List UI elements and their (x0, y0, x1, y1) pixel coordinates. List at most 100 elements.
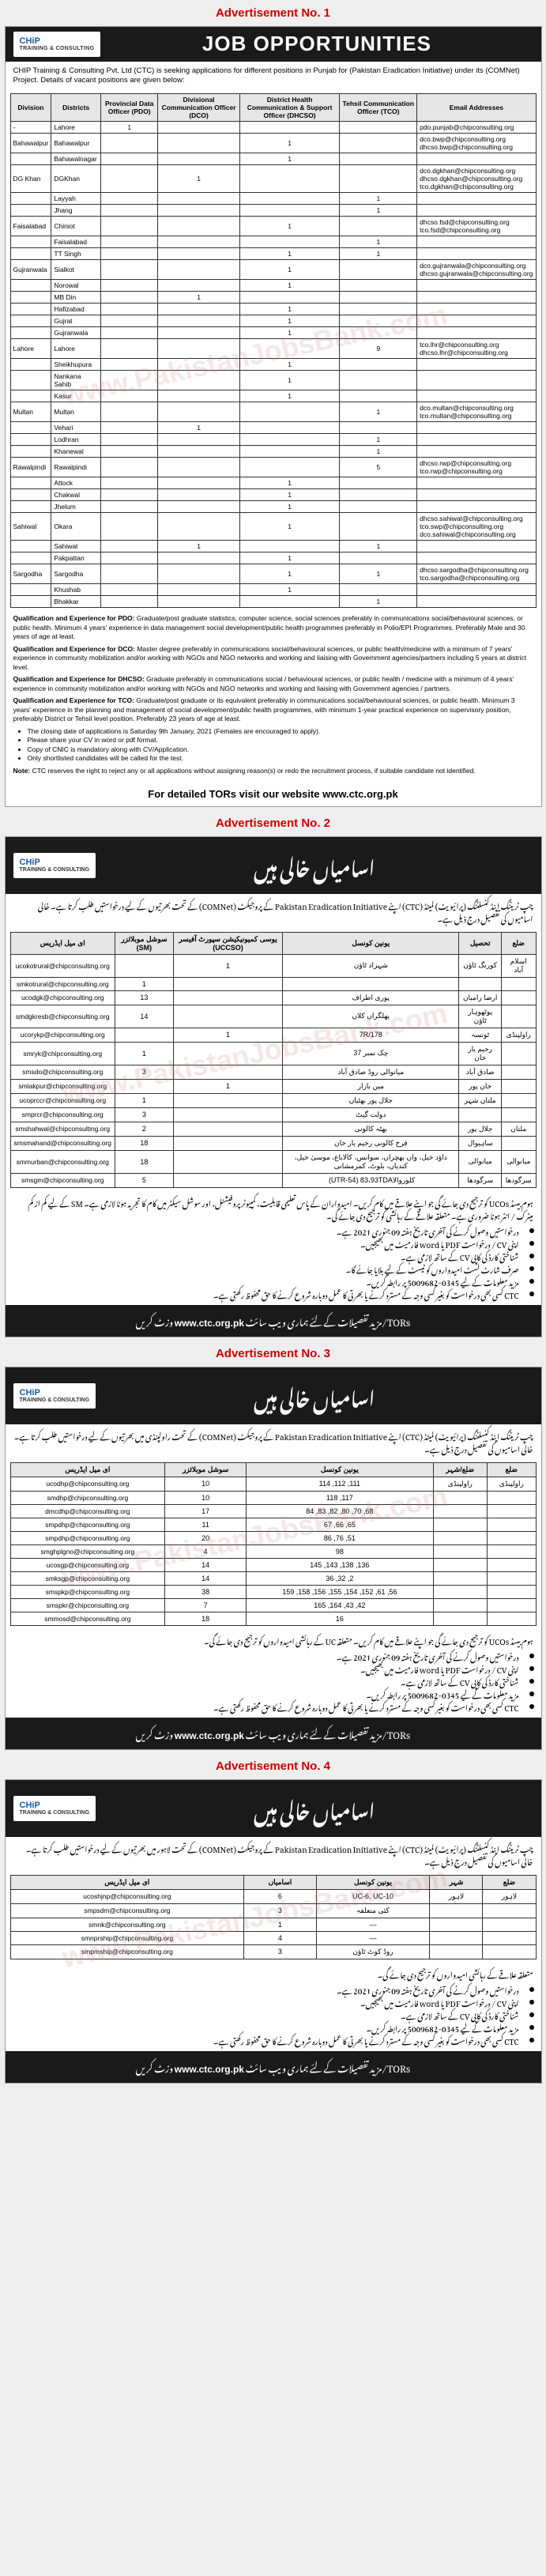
table-cell (10, 489, 51, 501)
table-cell: smnk@chipconsulting.org (10, 1918, 244, 1931)
table-cell (501, 1065, 536, 1079)
ad3-th: ضلع (488, 1462, 536, 1477)
table-cell: ucorykp@chipconsulting.org (10, 1028, 115, 1042)
table-cell: dco.gujranwala@chipconsulting.org dhcso.… (417, 260, 536, 280)
table-cell (100, 541, 158, 553)
table-cell: 111, 112, 114 (247, 1477, 433, 1491)
table-cell: 1 (239, 134, 340, 153)
table-cell: smprcr@chipconsulting.org (10, 1107, 115, 1122)
table-cell (173, 1107, 282, 1122)
table-cell (501, 1107, 536, 1122)
logo-main: CHiP (20, 858, 90, 867)
table-cell: جلال پور بھٹیاں (283, 1093, 459, 1107)
table-cell (173, 1093, 282, 1107)
table-cell: 136, 138, 143, 145 (247, 1558, 433, 1571)
table-cell: 11 (165, 1518, 247, 1531)
table-cell (100, 390, 158, 402)
table-cell (417, 371, 536, 390)
table-row: Sahiwal11 (10, 541, 536, 553)
table-cell (501, 977, 536, 990)
chip-logo: CHiP TRAINING & CONSULTING (13, 1383, 96, 1409)
table-cell: اسلام آباد (501, 954, 536, 977)
table-row: 117, 11810smdhp@chipconsulting.org (10, 1491, 536, 1504)
table-row: راولپنڈیراولپنڈی111, 112, 11410ucodhp@ch… (10, 1477, 536, 1491)
table-cell (417, 422, 536, 434)
table-cell (417, 153, 536, 165)
logo-sub: TRAINING & CONSULTING (20, 867, 90, 873)
qual-dhcso-label: Qualification and Experience for DHCSO: (13, 675, 145, 683)
table-cell: DG Khan (10, 165, 51, 193)
table-cell: smkotrural@chipconsulting.org (10, 977, 115, 990)
table-cell (158, 359, 239, 371)
ad3-th: ای میل ایڈریس (10, 1462, 165, 1477)
table-cell (488, 1518, 536, 1531)
table-cell: Jhang (51, 205, 101, 217)
ad4-header: اسامیاں خالی ہیں CHiP TRAINING & CONSULT… (6, 1780, 541, 1837)
table-cell (283, 977, 459, 990)
table-cell (488, 1531, 536, 1544)
table-row: Attock1 (10, 477, 536, 489)
table-row: ملتانجلال پوربھٹہ کالونی2smshahwal@chipc… (10, 1122, 536, 1136)
ad1-th: District Health Communication & Support … (239, 94, 340, 122)
table-cell: smmosd@chipconsulting.org (10, 1612, 165, 1625)
table-cell: Gujranwala (51, 327, 101, 339)
table-cell: 98 (247, 1544, 433, 1558)
table-row: Bahawalnagar1 (10, 153, 536, 165)
table-cell: Pakpattan (51, 553, 101, 564)
table-cell (100, 553, 158, 564)
table-row: ساہیوالفرخ کالونی رحیم یار خان18smsmahan… (10, 1136, 536, 1150)
table-cell: dhcso.sargodha@chipconsulting.org tco.sa… (417, 564, 536, 584)
ad3-title: اسامیاں خالی ہیں (96, 1372, 533, 1420)
note-label: Note: (13, 767, 31, 775)
qual-pdo-label: Qualification and Experience for PDO: (13, 614, 135, 622)
table-cell (340, 371, 417, 390)
table-cell: 1 (173, 1028, 282, 1042)
table-cell: Rawalpindi (10, 458, 51, 477)
table-row: ارضا رامیانپوری اطراف13ucodgk@chipconsul… (10, 990, 536, 1005)
table-cell: dco.multan@chipconsulting.org tco.multan… (417, 402, 536, 422)
table-cell: 38 (165, 1585, 247, 1598)
ad1-block: www.PakistanJobsBank.com CHiP TRAINING &… (5, 26, 542, 807)
table-cell: روڈ کوٹ ٹاؤن (316, 1944, 430, 1959)
table-cell: 1 (158, 541, 239, 553)
ad2-body: ہوم بیسڈ UCOs کو ترجیح دی جائے گی جو اپن… (6, 1191, 541, 1305)
table-cell (100, 153, 158, 165)
table-row: RawalpindiRawalpindi5dhcso.rwp@chipconsu… (10, 458, 536, 477)
table-cell (173, 1005, 282, 1028)
table-cell (173, 1136, 282, 1150)
table-row: Bhakkar1 (10, 596, 536, 608)
table-cell (10, 501, 51, 513)
ad2-th: سوشل موبلائزر (SM) (115, 932, 173, 954)
table-cell (340, 390, 417, 402)
table-cell (158, 205, 239, 217)
table-cell (239, 205, 340, 217)
table-cell (158, 371, 239, 390)
table-cell: 18 (115, 1136, 173, 1150)
table-cell: DGKhan (51, 165, 101, 193)
table-cell (417, 292, 536, 304)
table-cell (173, 1150, 282, 1173)
table-cell (158, 434, 239, 446)
table-cell: smsgm@chipconsulting.org (10, 1173, 115, 1187)
table-cell: 1 (115, 977, 173, 990)
ad1-body: Qualification and Experience for PDO: Gr… (6, 611, 541, 785)
table-cell: پوری اطراف (283, 990, 459, 1005)
ad4-title: اسامیاں خالی ہیں (96, 1785, 533, 1832)
note-text: CTC reserves the right to reject any or … (30, 767, 476, 775)
table-cell (340, 260, 417, 280)
table-cell: Gujrat (51, 315, 101, 327)
table-cell: 17 (165, 1504, 247, 1518)
table-cell (483, 1931, 536, 1944)
table-cell (115, 1079, 173, 1093)
table-cell (100, 489, 158, 501)
table-cell: راولپنڈی (501, 1028, 536, 1042)
list-item: CTC کسی بھی درخواست کو بغیر کسی وجہ کے م… (13, 2034, 519, 2046)
table-row: SahiwalOkara1dhcso.sahiwal@chipconsultin… (10, 513, 536, 541)
table-cell (158, 134, 239, 153)
table-cell: smpdhp@chipconsulting.org (10, 1518, 165, 1531)
table-cell: ٹونسہ (459, 1028, 502, 1042)
table-row: MultanMultan1dco.multan@chipconsulting.o… (10, 402, 536, 422)
ad1-header: CHiP TRAINING & CONSULTING JOB OPPORTUNI… (6, 27, 541, 62)
table-cell: 1 (158, 165, 239, 193)
ad2-header: اسامیاں خالی ہیں CHiP TRAINING & CONSULT… (6, 837, 541, 894)
